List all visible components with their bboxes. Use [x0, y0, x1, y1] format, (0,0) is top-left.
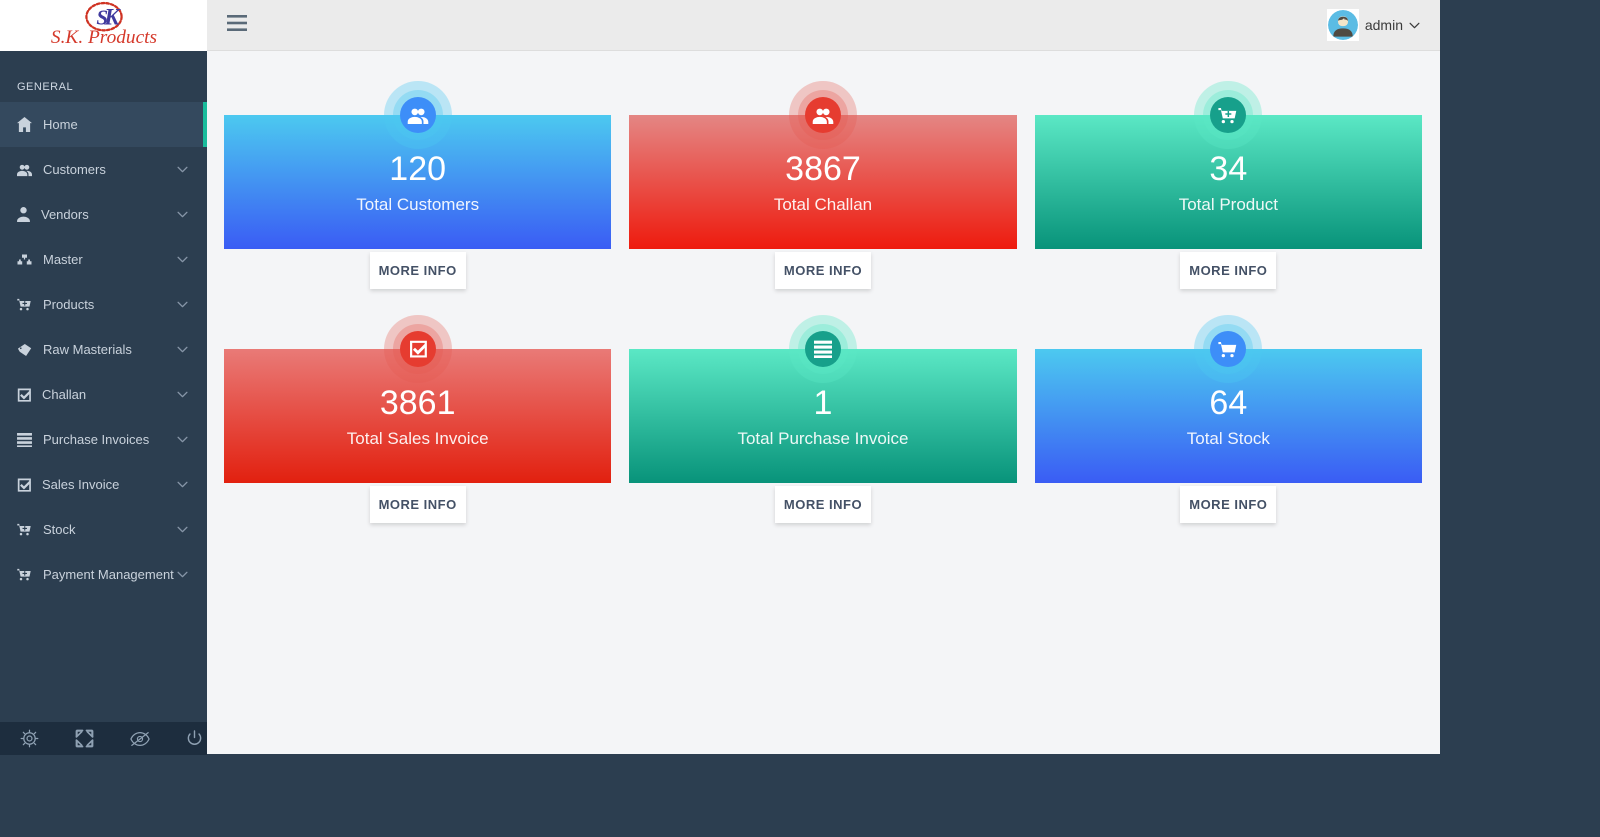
svg-text:K: K: [103, 5, 121, 30]
svg-text:S.K. Products: S.K. Products: [50, 27, 156, 48]
